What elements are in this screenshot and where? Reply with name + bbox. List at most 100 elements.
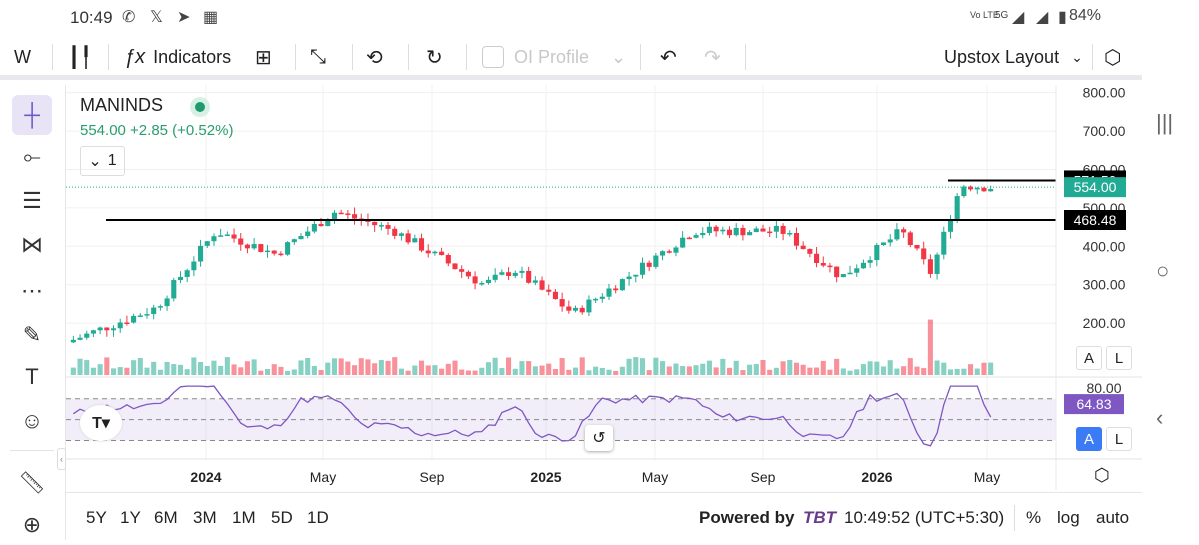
candle-body — [425, 250, 431, 254]
volume-bar — [907, 358, 913, 375]
volume-bar — [686, 366, 692, 375]
volume-auto-scale-button[interactable]: A — [1076, 346, 1102, 370]
candle-type-button[interactable]: ┃╿ — [68, 43, 100, 71]
volume-bar — [77, 358, 83, 375]
candle-body — [880, 242, 887, 245]
candle-body — [572, 307, 579, 311]
volume-bar — [673, 363, 679, 375]
log-toggle[interactable]: log — [1057, 508, 1080, 527]
layout-select[interactable]: Upstox Layout ⌄ — [944, 43, 1083, 71]
rotate-button[interactable]: ⟲ — [366, 43, 391, 71]
tradingview-logo[interactable]: T▾ — [80, 405, 122, 441]
settings-button[interactable]: ⬡ — [1104, 43, 1129, 71]
volume-bar — [110, 368, 117, 375]
emoji-tool[interactable]: ☺ — [12, 401, 52, 441]
range-5d[interactable]: 5D — [271, 508, 293, 527]
volume-bar — [224, 357, 230, 375]
range-3m[interactable]: 3M — [193, 508, 217, 527]
pattern-tool[interactable]: ⋈ — [12, 225, 52, 265]
candle-body — [372, 221, 378, 226]
volume-bar — [807, 367, 813, 375]
zoom-tool[interactable]: ⊕ — [12, 505, 52, 545]
measure-tool[interactable]: 📏︎ — [12, 463, 52, 503]
volume-bar — [820, 360, 826, 375]
rsi-auto-scale-button[interactable]: A — [1076, 427, 1102, 451]
redo-button[interactable]: ↷ — [704, 43, 729, 71]
candle-body — [988, 189, 994, 192]
volume-bar — [526, 361, 532, 375]
legend-collapse-button[interactable]: ⌄ 1 — [80, 146, 125, 176]
chart-area[interactable]: 800.00 700.00 600.00 500.00 400.00 300.00 200.… — [66, 85, 1142, 490]
price-chart[interactable]: 800.00700.00600.00500.00400.00300.00200.… — [66, 85, 1142, 490]
chevron-down-icon: ⌄ — [611, 46, 627, 67]
forecast-tool[interactable]: ⋯ — [12, 271, 52, 311]
reset-chart-button[interactable]: ↺ — [585, 425, 613, 451]
volume-bar — [157, 369, 163, 375]
rsi-line — [72, 385, 992, 447]
volume-bar — [901, 366, 907, 375]
range-1d[interactable]: 1D — [307, 508, 329, 527]
time-axis-label: 2024 — [190, 469, 221, 485]
volume-bar — [586, 370, 592, 375]
range-1y[interactable]: 1Y — [120, 508, 141, 527]
candle-body — [546, 289, 552, 292]
oi-profile-checkbox[interactable] — [482, 46, 504, 68]
crosshair-tool[interactable]: ┼ — [12, 95, 52, 135]
templates-button[interactable]: ⊞ — [255, 43, 280, 71]
smiley-icon: ☺ — [20, 408, 44, 433]
range-6m[interactable]: 6M — [154, 508, 178, 527]
last-price-label: 554.00 — [1074, 179, 1117, 195]
candle-body — [954, 196, 960, 221]
candle-body — [298, 236, 304, 240]
time-axis-label: May — [642, 469, 668, 485]
volume-bar — [331, 358, 338, 375]
rsi-value-label: 64.83 — [1076, 396, 1111, 412]
rsi-tick-label: 80.00 — [1086, 380, 1121, 396]
symbol-legend: MANINDS — [80, 95, 163, 116]
volume-bar — [285, 370, 291, 375]
clock-timezone[interactable]: 10:49:52 (UTC+5:30) — [844, 508, 1005, 527]
recents-icon[interactable]: ||| — [1156, 110, 1174, 135]
volte-badge: Vo LTE — [970, 10, 999, 20]
volume-log-scale-button[interactable]: L — [1106, 346, 1132, 370]
percent-toggle[interactable]: % — [1026, 508, 1042, 527]
candle-body — [613, 288, 619, 291]
undo-button[interactable]: ↶ — [660, 43, 685, 71]
oi-profile-toggle[interactable]: OI Profile ⌄ — [482, 43, 626, 71]
price-tick-label: 400.00 — [1083, 238, 1126, 254]
rsi-log-scale-button[interactable]: L — [1106, 427, 1132, 451]
range-5y[interactable]: 5Y — [86, 508, 107, 527]
trendline-tool[interactable]: ⟜ — [12, 137, 52, 177]
candle-body — [921, 248, 927, 260]
toolbar-collapse-handle[interactable]: ‹ — [57, 448, 66, 470]
volume-bar — [479, 367, 485, 375]
range-1m[interactable]: 1M — [232, 508, 256, 527]
candle-body — [519, 270, 525, 273]
candle-body — [385, 225, 391, 229]
volume-bar — [198, 362, 204, 375]
volume-bar — [954, 368, 960, 375]
volume-bar — [418, 360, 425, 375]
auto-toggle[interactable]: auto — [1096, 508, 1130, 527]
candle-body — [713, 226, 719, 232]
fib-tool[interactable]: ☰ — [12, 181, 52, 221]
fullscreen-button[interactable]: ⤡ — [310, 43, 334, 71]
candle-body — [90, 330, 96, 334]
interval-button[interactable]: W — [14, 43, 31, 71]
volume-bar — [793, 362, 800, 375]
candle-body — [894, 229, 900, 240]
whatsapp-icon: ✆ — [122, 9, 136, 26]
volume-bar — [626, 358, 632, 375]
candle-body — [974, 187, 980, 190]
candle-body — [318, 223, 324, 227]
home-icon[interactable]: ○ — [1156, 258, 1170, 283]
indicators-button[interactable]: ƒx Indicators — [124, 43, 231, 71]
volume-bar — [251, 359, 257, 375]
text-tool[interactable]: T — [12, 357, 52, 397]
reload-button[interactable]: ↻ — [426, 43, 451, 71]
candle-body — [485, 279, 492, 284]
brush-tool[interactable]: ✎ — [12, 315, 52, 355]
back-icon[interactable]: ‹ — [1156, 405, 1164, 430]
chart-settings-button[interactable]: ⬡ — [1094, 465, 1110, 486]
candle-body — [171, 280, 177, 299]
